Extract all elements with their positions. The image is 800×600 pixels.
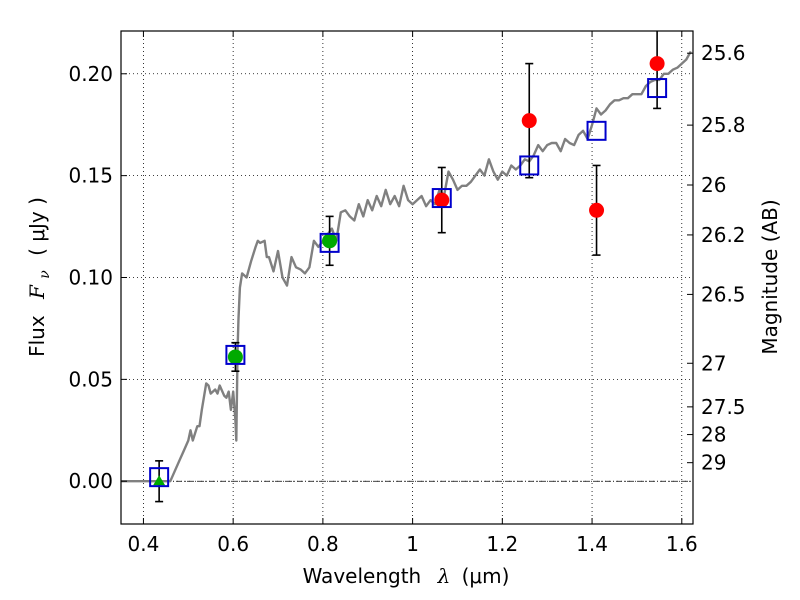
y-axis-label-unit: ( μJy ) (25, 197, 49, 256)
x-axis-label-unit: (μm) (462, 564, 510, 588)
y2-tick-label: 27.5 (701, 395, 746, 419)
observed-nir-point (589, 202, 605, 218)
plot-frame (120, 30, 694, 525)
model-photometry-square (225, 344, 246, 365)
x-tick-label: 1 (406, 532, 419, 556)
model-photometry-square (431, 188, 452, 209)
model-photometry-square (149, 467, 170, 488)
observed-optical-point (227, 349, 243, 365)
y-tick-label: 0.10 (68, 266, 113, 290)
y-axis-label: Flux F ν ( μJy ) (25, 197, 54, 357)
y-tick-label: 0.00 (68, 469, 113, 493)
observed-nir-point (649, 56, 665, 72)
y-tick-label: 0.15 (68, 164, 113, 188)
model-photometry-square (586, 120, 607, 141)
y2-tick-label: 29 (701, 451, 726, 475)
y-axis-label-subscript: ν (37, 270, 53, 279)
x-axis-label: Wavelength λ (μm) (303, 564, 510, 588)
axis-ticks (121, 31, 693, 524)
model-spectrum-series (121, 50, 692, 483)
x-tick-label: 0.4 (128, 532, 160, 556)
observed-optical-point (153, 475, 166, 486)
y-tick-label: 0.05 (68, 367, 113, 391)
secondary-y-axis-label: Magnitude (AB) (758, 199, 782, 354)
data-markers (149, 56, 668, 488)
y2-tick-label: 26 (701, 173, 726, 197)
tick-labels: 0.4 0.6 0.8 1 1.2 1.4 1.6 0.00 0.05 0.10 0.15 0.20 2… (68, 41, 745, 556)
observed-nir-point (434, 192, 450, 208)
spectrum-line (121, 50, 692, 483)
y-axis-label-text: Flux (25, 315, 49, 357)
x-tick-label: 0.8 (307, 532, 339, 556)
y2-tick-label: 25.8 (701, 113, 746, 137)
x-axis-label-text: Wavelength (303, 564, 422, 588)
model-photometry-square (319, 232, 340, 253)
x-tick-label: 1.4 (576, 532, 608, 556)
y-axis-label-symbol: F (25, 284, 49, 300)
y-tick-label: 0.20 (68, 62, 113, 86)
y2-tick-label: 26.2 (701, 223, 746, 247)
y2-tick-label: 28 (701, 423, 726, 447)
error-bars (155, 31, 662, 503)
observed-optical-point (322, 233, 338, 249)
x-tick-label: 1.6 (666, 532, 698, 556)
x-tick-label: 0.6 (217, 532, 249, 556)
model-photometry-square (647, 78, 668, 99)
y2-tick-label: 27 (701, 351, 726, 375)
x-tick-label: 1.2 (486, 532, 518, 556)
y2-tick-label: 26.5 (701, 282, 746, 306)
grid-lines (121, 31, 693, 524)
y2-tick-label: 25.6 (701, 41, 746, 65)
x-axis-label-symbol: λ (437, 564, 451, 588)
observed-nir-point (521, 113, 537, 129)
model-photometry-square (519, 155, 540, 176)
